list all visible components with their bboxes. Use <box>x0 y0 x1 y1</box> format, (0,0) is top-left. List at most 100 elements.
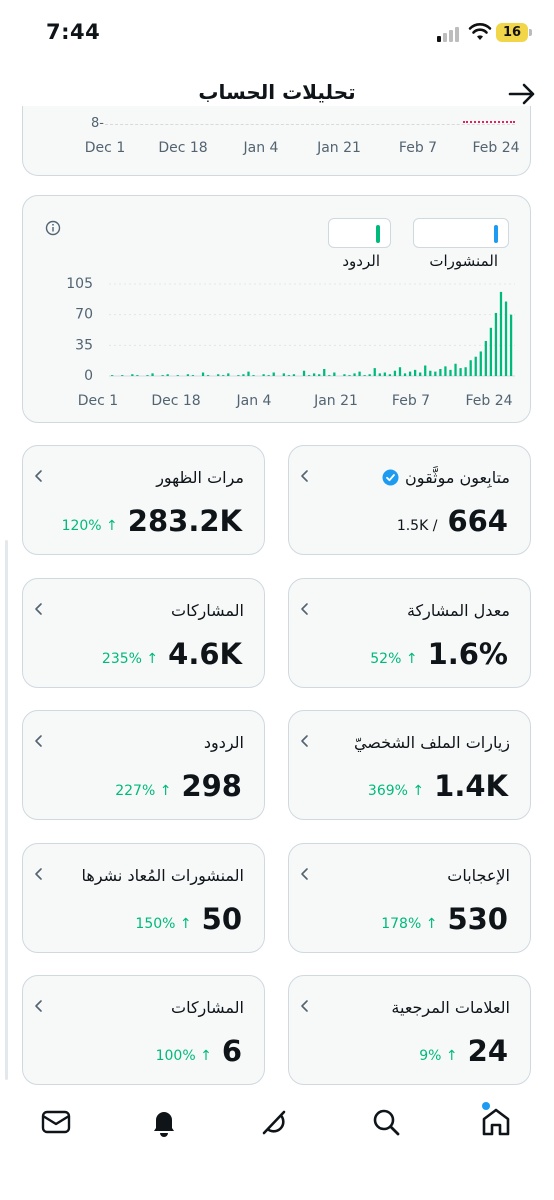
chevron-left-icon[interactable] <box>299 601 311 617</box>
x-tick-label: Dec 18 <box>158 140 208 156</box>
reply-bar <box>378 373 381 376</box>
reply-bar <box>454 363 457 376</box>
notifications-icon[interactable] <box>146 1104 182 1140</box>
reply-bar <box>217 374 220 376</box>
metric-change: 150% ↑ <box>135 915 192 932</box>
reply-bar <box>237 375 240 376</box>
home-icon[interactable] <box>478 1104 514 1140</box>
reply-bar <box>489 327 493 376</box>
metric-label: الردود <box>204 733 244 752</box>
metric-change: 120% ↑ <box>61 518 118 534</box>
info-icon[interactable] <box>45 220 61 236</box>
legend-posts-swatch <box>494 224 498 243</box>
x-tick-label: Jan 21 <box>317 140 361 156</box>
reply-bar <box>403 373 407 376</box>
reply-bar <box>292 374 296 376</box>
chevron-left-icon[interactable] <box>33 733 45 749</box>
back-arrow-icon[interactable] <box>506 80 538 108</box>
reply-bar <box>429 370 432 376</box>
chevron-left-icon[interactable] <box>33 601 45 617</box>
y-tick-label: 70 <box>75 307 93 323</box>
metric-change: 100% ↑ <box>155 1048 212 1064</box>
legend-posts-label: المنشورات <box>429 252 498 270</box>
battery-tip <box>529 29 532 36</box>
reply-bar <box>363 375 366 376</box>
chevron-left-icon[interactable] <box>33 468 45 484</box>
metric-card[interactable]: المشاركات 6 100% ↑ <box>22 975 265 1085</box>
reply-bar <box>504 301 508 376</box>
x-tick-label: Feb 24 <box>465 393 512 409</box>
reply-bar <box>272 372 275 376</box>
chevron-left-icon[interactable] <box>299 866 311 882</box>
metric-value: 1.4K <box>434 769 508 803</box>
chevron-left-icon[interactable] <box>33 998 45 1014</box>
reply-bar <box>373 368 376 376</box>
metric-label-text: المشاركات <box>171 600 244 620</box>
metric-label: المشاركات <box>171 998 244 1017</box>
reply-bar <box>388 374 392 376</box>
metric-label: متابِعون موثَّقون <box>382 468 510 487</box>
metric-value: 50 <box>201 901 242 936</box>
metric-card[interactable]: زيارات الملف الشخصيّ 1.4K 369% ↑ <box>288 710 531 820</box>
reply-bar <box>393 370 397 376</box>
reply-bar <box>499 291 503 376</box>
scrollbar[interactable] <box>5 540 8 1080</box>
metric-label: المنشورات المُعاد نشرها <box>82 866 245 885</box>
status-bar: 7:44 16 <box>0 0 554 70</box>
reply-bar <box>242 374 245 376</box>
reply-bar <box>111 375 114 376</box>
metric-label-text: الإعجابات <box>447 865 510 885</box>
metric-card[interactable]: الإعجابات 530 178% ↑ <box>288 842 531 953</box>
reply-bar <box>313 373 316 376</box>
reply-bar <box>469 360 472 376</box>
chevron-left-icon[interactable] <box>299 468 311 484</box>
metric-label-text: زيارات الملف الشخصيّ <box>353 733 510 752</box>
metric-card[interactable]: مرات الظهور 283.2K 120% ↑ <box>22 445 265 555</box>
metric-label: مرات الظهور <box>156 468 244 487</box>
reply-bar <box>464 367 467 376</box>
chevron-left-icon[interactable] <box>299 733 311 749</box>
x-tick-label: Dec 1 <box>78 393 118 409</box>
bottom-tab-bar <box>0 1090 554 1200</box>
posts-replies-chart: 0 35 70 105 Dec 1 Dec 18 Jan 4 Jan 21 Feb 7 Feb 2… <box>66 276 515 409</box>
metric-change: 52% ↑ <box>370 650 418 667</box>
y-tick-label: 0 <box>84 368 93 384</box>
chevron-left-icon[interactable] <box>299 998 311 1014</box>
x-tick-label: Dec 1 <box>84 140 126 156</box>
reply-bar <box>414 369 417 376</box>
metric-card[interactable]: المشاركات 4.6K 235% ↑ <box>22 577 265 688</box>
metric-card[interactable]: المنشورات المُعاد نشرها 50 150% ↑ <box>22 842 265 953</box>
y-tick-label: 35 <box>75 337 93 353</box>
chevron-left-icon[interactable] <box>33 866 45 882</box>
metric-card[interactable]: معدل المشاركة 1.6% 52% ↑ <box>288 577 531 688</box>
metric-value: 1.6% <box>427 636 508 671</box>
metric-label: العلامات المرجعية <box>391 998 510 1017</box>
reply-bar <box>262 374 265 376</box>
legend-replies-swatch <box>376 224 380 243</box>
reply-bar <box>383 372 386 376</box>
battery-indicator: 16 <box>496 23 528 42</box>
search-icon[interactable] <box>368 1104 404 1140</box>
legend-replies[interactable]: الردود <box>328 218 391 270</box>
reply-bar <box>434 371 437 376</box>
metric-card[interactable]: متابِعون موثَّقون 664 1.5K / <box>288 445 531 555</box>
reply-bar <box>408 371 412 376</box>
reply-bar <box>166 374 169 376</box>
x-tick-label: Jan 4 <box>236 393 272 409</box>
metric-label-text: متابِعون موثَّقون <box>405 468 510 487</box>
reply-bar <box>307 375 311 376</box>
metric-card[interactable]: الردود 298 227% ↑ <box>22 710 265 820</box>
metric-card[interactable]: العلامات المرجعية 24 9% ↑ <box>288 975 531 1085</box>
messages-icon[interactable] <box>38 1104 74 1140</box>
impressions-chart-card: 8- Dec 1 Dec 18 Jan 4 Jan 21 Feb 7 Feb 2… <box>22 106 531 176</box>
partial-baseline <box>105 124 515 125</box>
reply-bar <box>358 371 361 376</box>
metric-value: 664 <box>447 504 508 538</box>
x-tick-label: Jan 21 <box>313 393 358 409</box>
legend-posts[interactable]: المنشورات <box>413 218 509 270</box>
reply-bar <box>176 375 179 376</box>
grok-icon[interactable] <box>256 1104 292 1140</box>
metric-value: 6 <box>221 1034 242 1068</box>
reply-bar <box>227 373 230 376</box>
metric-change: 235% ↑ <box>101 650 159 667</box>
